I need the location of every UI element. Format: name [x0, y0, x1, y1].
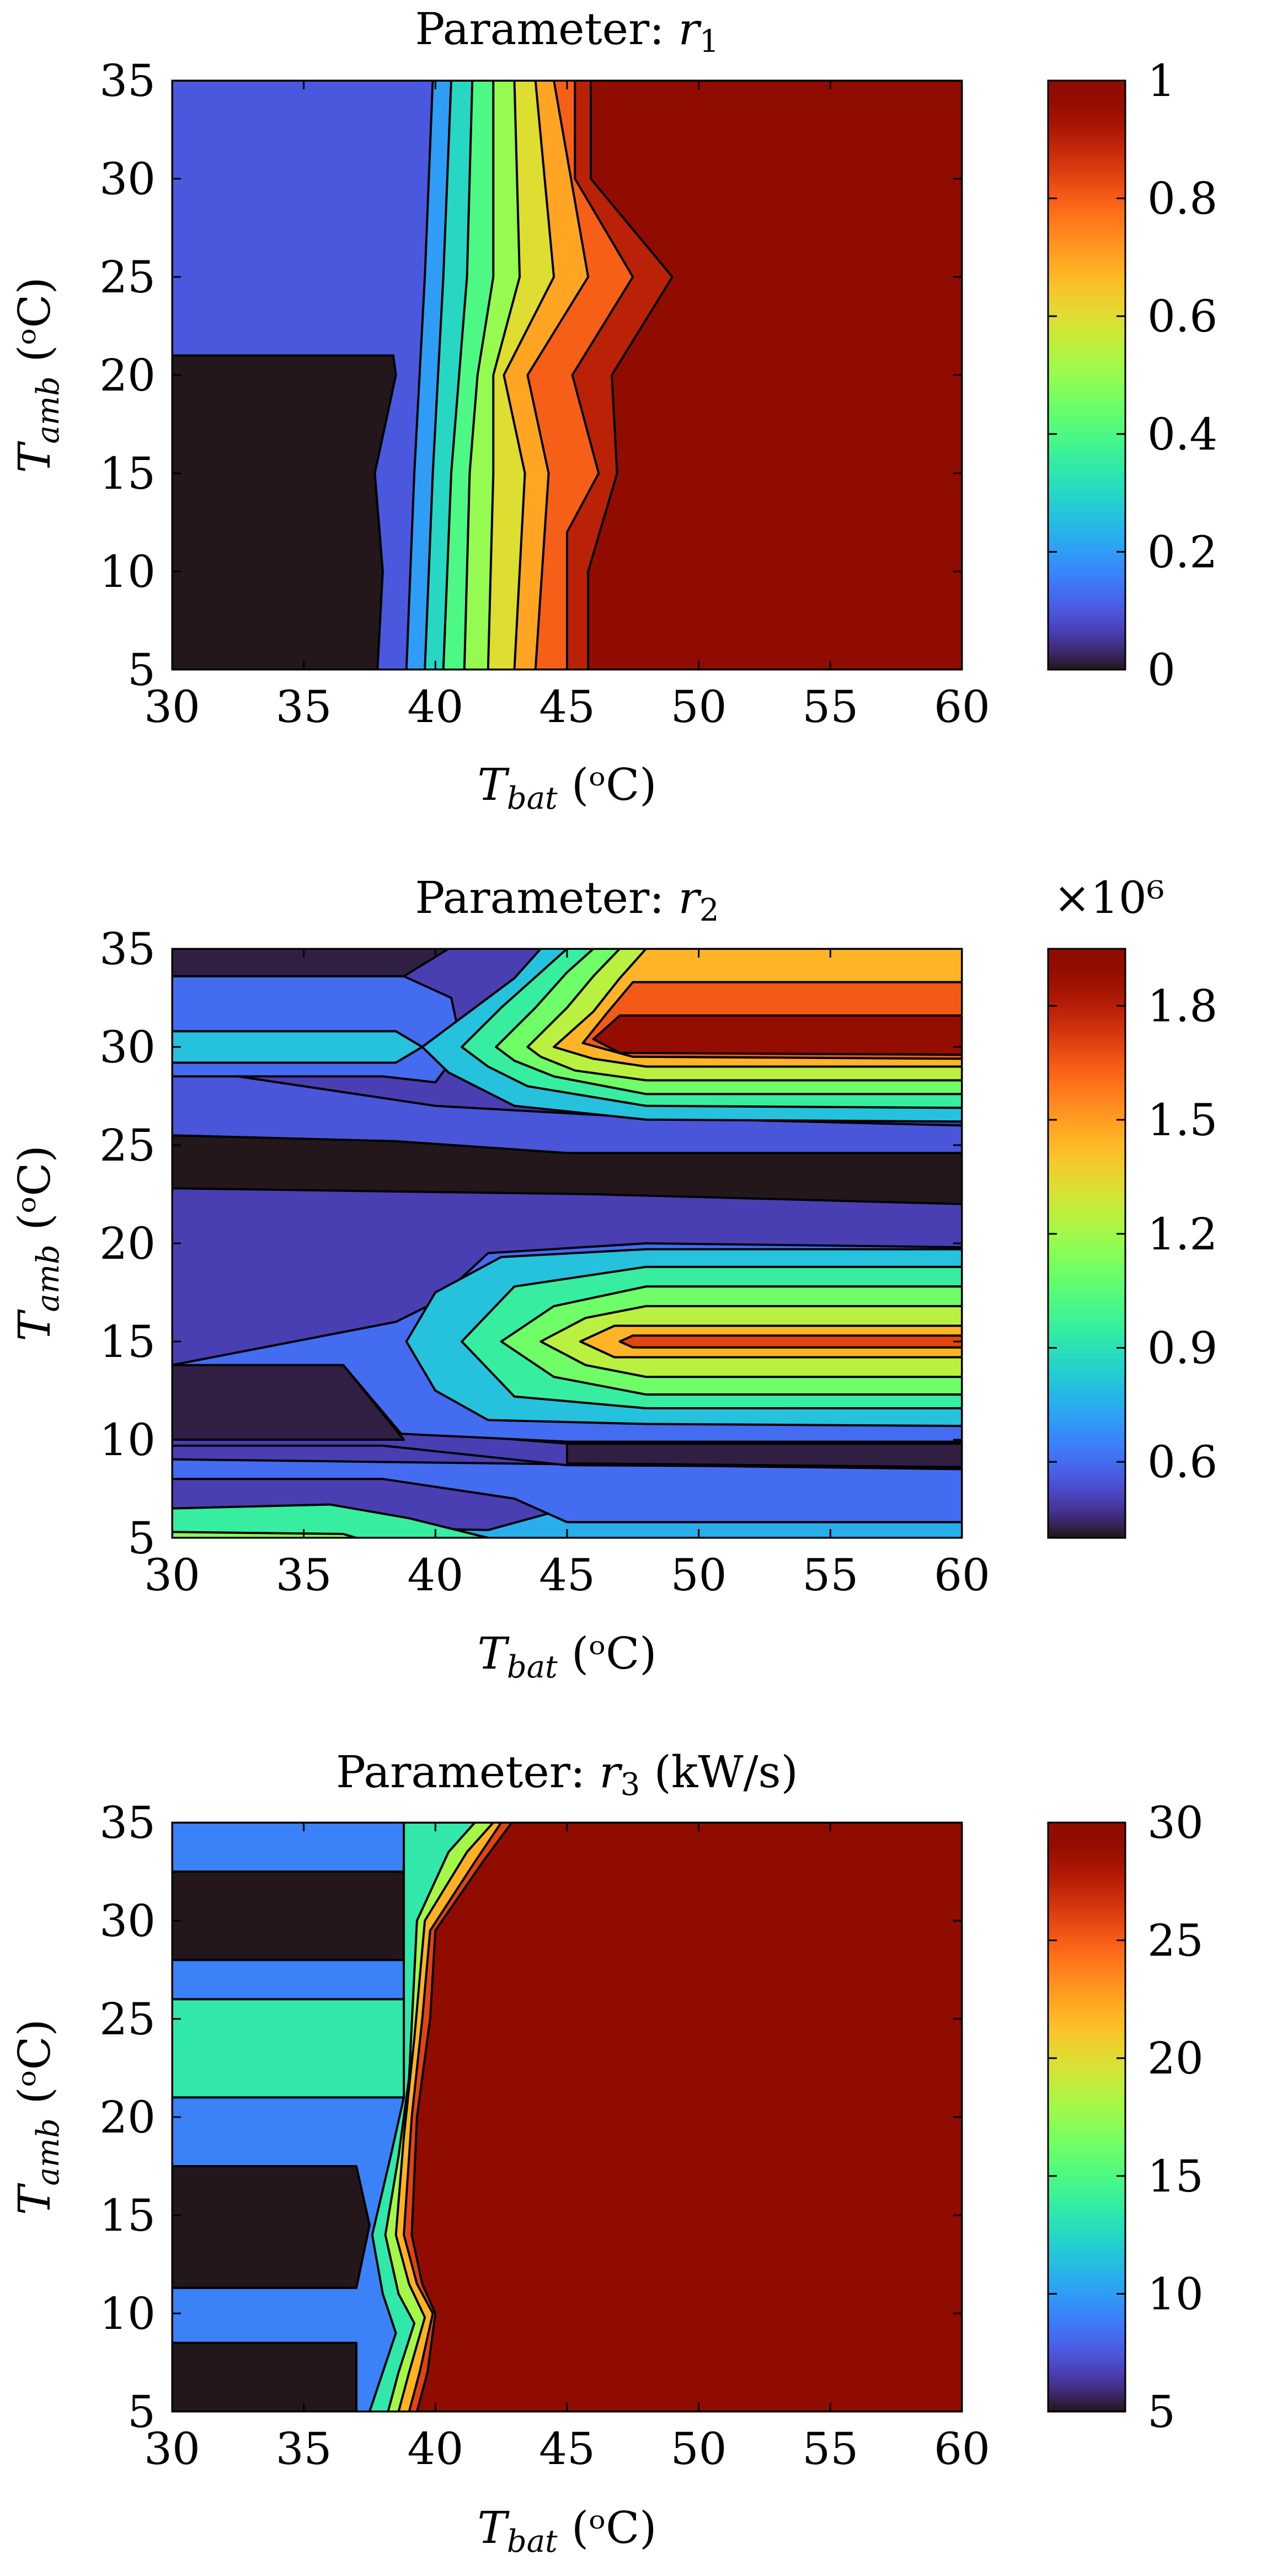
y-tick-label: 20 [99, 2092, 156, 2143]
y-tick-label: 25 [99, 1994, 156, 2045]
chart-panel-3: 30 35 40 45 50 55 60 5 10 15 20 25 30 35 Parameter: r3… [9, 1746, 1204, 2559]
x-tick-label: 45 [539, 681, 595, 733]
contour-region-20 [172, 1030, 424, 1064]
y-tick-label: 30 [99, 1022, 156, 1073]
x-tick-label: 35 [276, 681, 332, 733]
contour-region-6 [172, 1458, 962, 1524]
y-tick-label: 25 [99, 252, 156, 303]
colorbar: 5 10 15 20 25 30 [1047, 1797, 1204, 2438]
contour-region-22 [172, 949, 450, 977]
x-tick-label: 30 [144, 681, 200, 733]
contour-region-4 [172, 1998, 410, 2099]
contour-regions [172, 1823, 962, 2412]
y-tick-label: 35 [99, 1797, 156, 1848]
y-tick-label: 25 [99, 1120, 156, 1171]
x-axis-label: Tbat (ᵒC) [478, 2502, 657, 2559]
x-tick-label: 55 [802, 681, 858, 733]
colorbar-box [1047, 1821, 1126, 2413]
chart-title: Parameter: r2 [415, 872, 719, 928]
colorbar-tick-label: 0.2 [1147, 526, 1217, 578]
contour-regions [172, 949, 962, 1538]
colorbar-tick-label: 0.9 [1147, 1322, 1217, 1373]
y-axis-label: Tamb (ᵒC) [9, 277, 66, 473]
colorbar-tick-label: 1.8 [1147, 980, 1217, 1032]
y-tick-label: 10 [99, 546, 156, 597]
contour-region-11 [587, 81, 962, 670]
y-tick-label: 15 [99, 2190, 156, 2241]
x-tick-label: 30 [144, 2423, 200, 2475]
y-tick-label: 10 [99, 1414, 156, 1466]
contour-region-17 [618, 1334, 962, 1349]
colorbar-tick-label: 1.2 [1147, 1209, 1217, 1260]
x-tick-label: 40 [407, 681, 463, 733]
contour-region-2 [172, 2342, 358, 2412]
contour-regions [172, 81, 962, 670]
contour-region-4 [172, 1503, 489, 1538]
y-tick-label: 35 [99, 55, 156, 106]
x-tick-label: 60 [934, 1549, 990, 1601]
x-tick-label: 50 [671, 681, 727, 733]
x-tick-label: 30 [144, 1549, 200, 1601]
colorbar-tick-label: 0.8 [1147, 173, 1217, 225]
x-tick-label: 60 [934, 681, 990, 733]
colorbar-tick-label: 1 [1147, 55, 1175, 106]
contour-region-10 [566, 1442, 962, 1468]
colorbar-tick-label: 0.6 [1147, 291, 1217, 342]
x-tick-label: 40 [407, 1549, 463, 1601]
y-tick-label: 15 [99, 448, 156, 499]
x-axis-label: Tbat (ᵒC) [478, 759, 657, 816]
contour-region-29 [592, 1014, 962, 1056]
contour-region-21 [172, 975, 463, 1084]
y-tick-label: 35 [99, 923, 156, 975]
x-tick-label: 50 [671, 2423, 727, 2475]
colorbar-box [1047, 79, 1126, 671]
contour-region-19 [172, 1065, 962, 1155]
y-tick-label: 5 [127, 1513, 156, 1564]
y-tick-label: 10 [99, 2288, 156, 2339]
y-axis-label: Tamb (ᵒC) [9, 2019, 66, 2215]
y-tick-label: 20 [99, 350, 156, 401]
y-axis-label: Tamb (ᵒC) [9, 1145, 66, 1342]
colorbar-tick-label: 0.6 [1147, 1436, 1217, 1488]
contour-region-5 [172, 1531, 358, 1538]
x-tick-label: 40 [407, 2423, 463, 2475]
y-tick-label: 30 [99, 1895, 156, 1947]
x-tick-label: 35 [276, 2423, 332, 2475]
contour-region-1 [172, 354, 397, 670]
colorbar-tick-label: 1.5 [1147, 1094, 1217, 1146]
x-tick-label: 60 [934, 2423, 990, 2475]
x-tick-label: 45 [539, 1549, 595, 1601]
colorbar-tick-label: 20 [1147, 2033, 1204, 2084]
x-tick-label: 55 [802, 1549, 858, 1601]
colorbar-tick-label: 10 [1147, 2268, 1204, 2320]
colorbar: 0.6 0.9 1.2 1.5 1.8 ×10⁶ [1047, 872, 1217, 1539]
colorbar-tick-label: 30 [1147, 1797, 1204, 1848]
x-tick-label: 55 [802, 2423, 858, 2475]
x-axis-label: Tbat (ᵒC) [478, 1628, 657, 1685]
colorbar-tick-label: 5 [1147, 2386, 1175, 2438]
contour-region-10 [410, 1823, 962, 2412]
contour-region-5 [172, 1870, 405, 1962]
x-tick-label: 50 [671, 1549, 727, 1601]
colorbar-tick-label: 25 [1147, 1915, 1204, 1966]
y-tick-label: 5 [127, 2386, 156, 2438]
y-tick-label: 30 [99, 153, 156, 205]
y-tick-label: 15 [99, 1316, 156, 1367]
colorbar-tick-label: 0.4 [1147, 409, 1217, 460]
chart-title: Parameter: r3 (kW/s) [336, 1746, 798, 1803]
chart-panel-2: 30 35 40 45 50 55 60 5 10 15 20 25 30 35 Parameter: r2… [9, 872, 1217, 1685]
chart-title: Parameter: r1 [415, 3, 719, 60]
contour-region-3 [172, 2165, 371, 2289]
colorbar-tick-label: 0 [1147, 644, 1175, 696]
y-tick-label: 20 [99, 1218, 156, 1269]
colorbar-box [1047, 948, 1126, 1539]
x-tick-label: 45 [539, 2423, 595, 2475]
colorbar-tick-label: 15 [1147, 2151, 1204, 2202]
colorbar-exponent: ×10⁶ [1054, 872, 1164, 923]
colorbar: 0 0.2 0.4 0.6 0.8 1 [1047, 55, 1217, 696]
y-tick-label: 5 [127, 644, 156, 696]
x-tick-label: 35 [276, 1549, 332, 1601]
